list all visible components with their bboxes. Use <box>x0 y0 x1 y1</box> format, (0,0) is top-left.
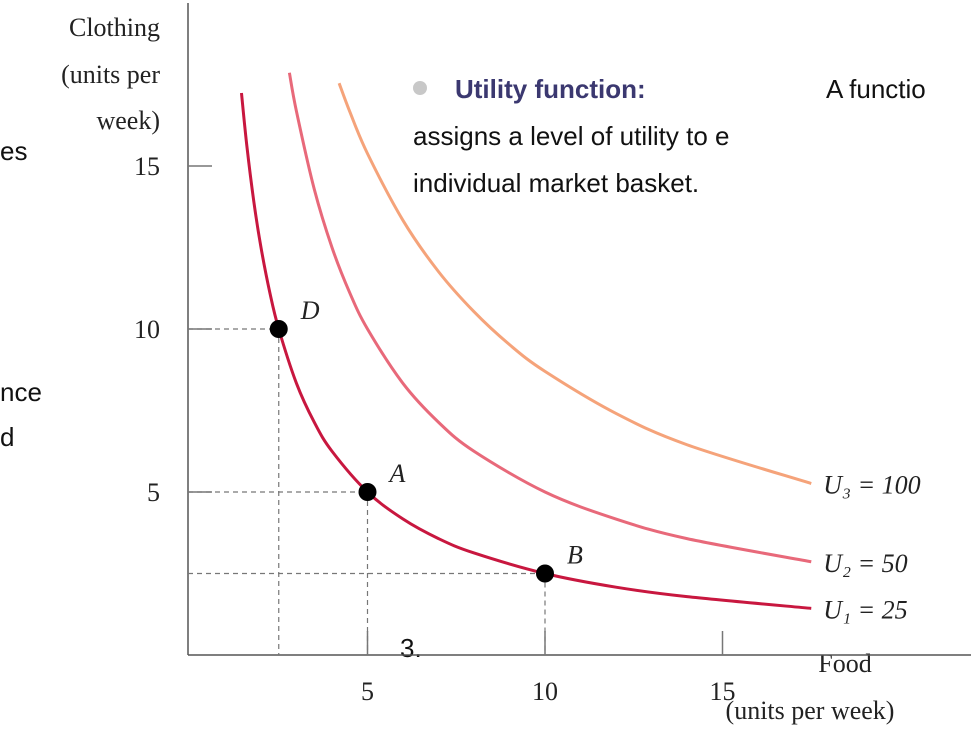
y-tick-label: 15 <box>134 152 160 181</box>
point-label: D <box>300 296 320 325</box>
y-axis-label: (units per <box>61 60 160 89</box>
y-axis-label: Clothing <box>69 13 160 42</box>
x-axis-label: (units per week) <box>726 696 895 725</box>
y-tick-label: 10 <box>134 315 160 344</box>
text-fragment: es <box>0 136 27 166</box>
bullet-dot <box>413 81 427 95</box>
bullet-text: A functio <box>826 74 926 104</box>
legend-label: U₃ = 100 <box>823 471 920 500</box>
y-axis-label: week) <box>96 106 160 135</box>
point-label: A <box>388 459 406 488</box>
text-fragment: d <box>0 422 14 452</box>
text-fragment: 3. <box>400 633 422 663</box>
indifference-curve <box>287 72 812 564</box>
x-tick-label: 10 <box>532 677 558 706</box>
bullet-text: individual market basket. <box>413 168 699 198</box>
indifference-curve <box>337 82 812 485</box>
legend-label: U₂ = 50 <box>823 549 907 578</box>
basket-point <box>536 564 554 583</box>
y-tick-label: 5 <box>147 478 160 507</box>
x-tick-label: 5 <box>361 677 374 706</box>
indifference-curve <box>239 92 812 610</box>
legend-label: U₁ = 25 <box>823 595 907 624</box>
x-tick-label: 15 <box>710 677 736 706</box>
basket-point <box>358 483 377 501</box>
bullet-text: assigns a level of utility to e <box>413 121 730 151</box>
bullet-term: Utility function: <box>455 74 646 104</box>
x-axis-label: Food <box>818 649 871 678</box>
point-label: B <box>567 541 583 570</box>
basket-point <box>269 320 288 338</box>
text-fragment: nce <box>0 377 42 407</box>
